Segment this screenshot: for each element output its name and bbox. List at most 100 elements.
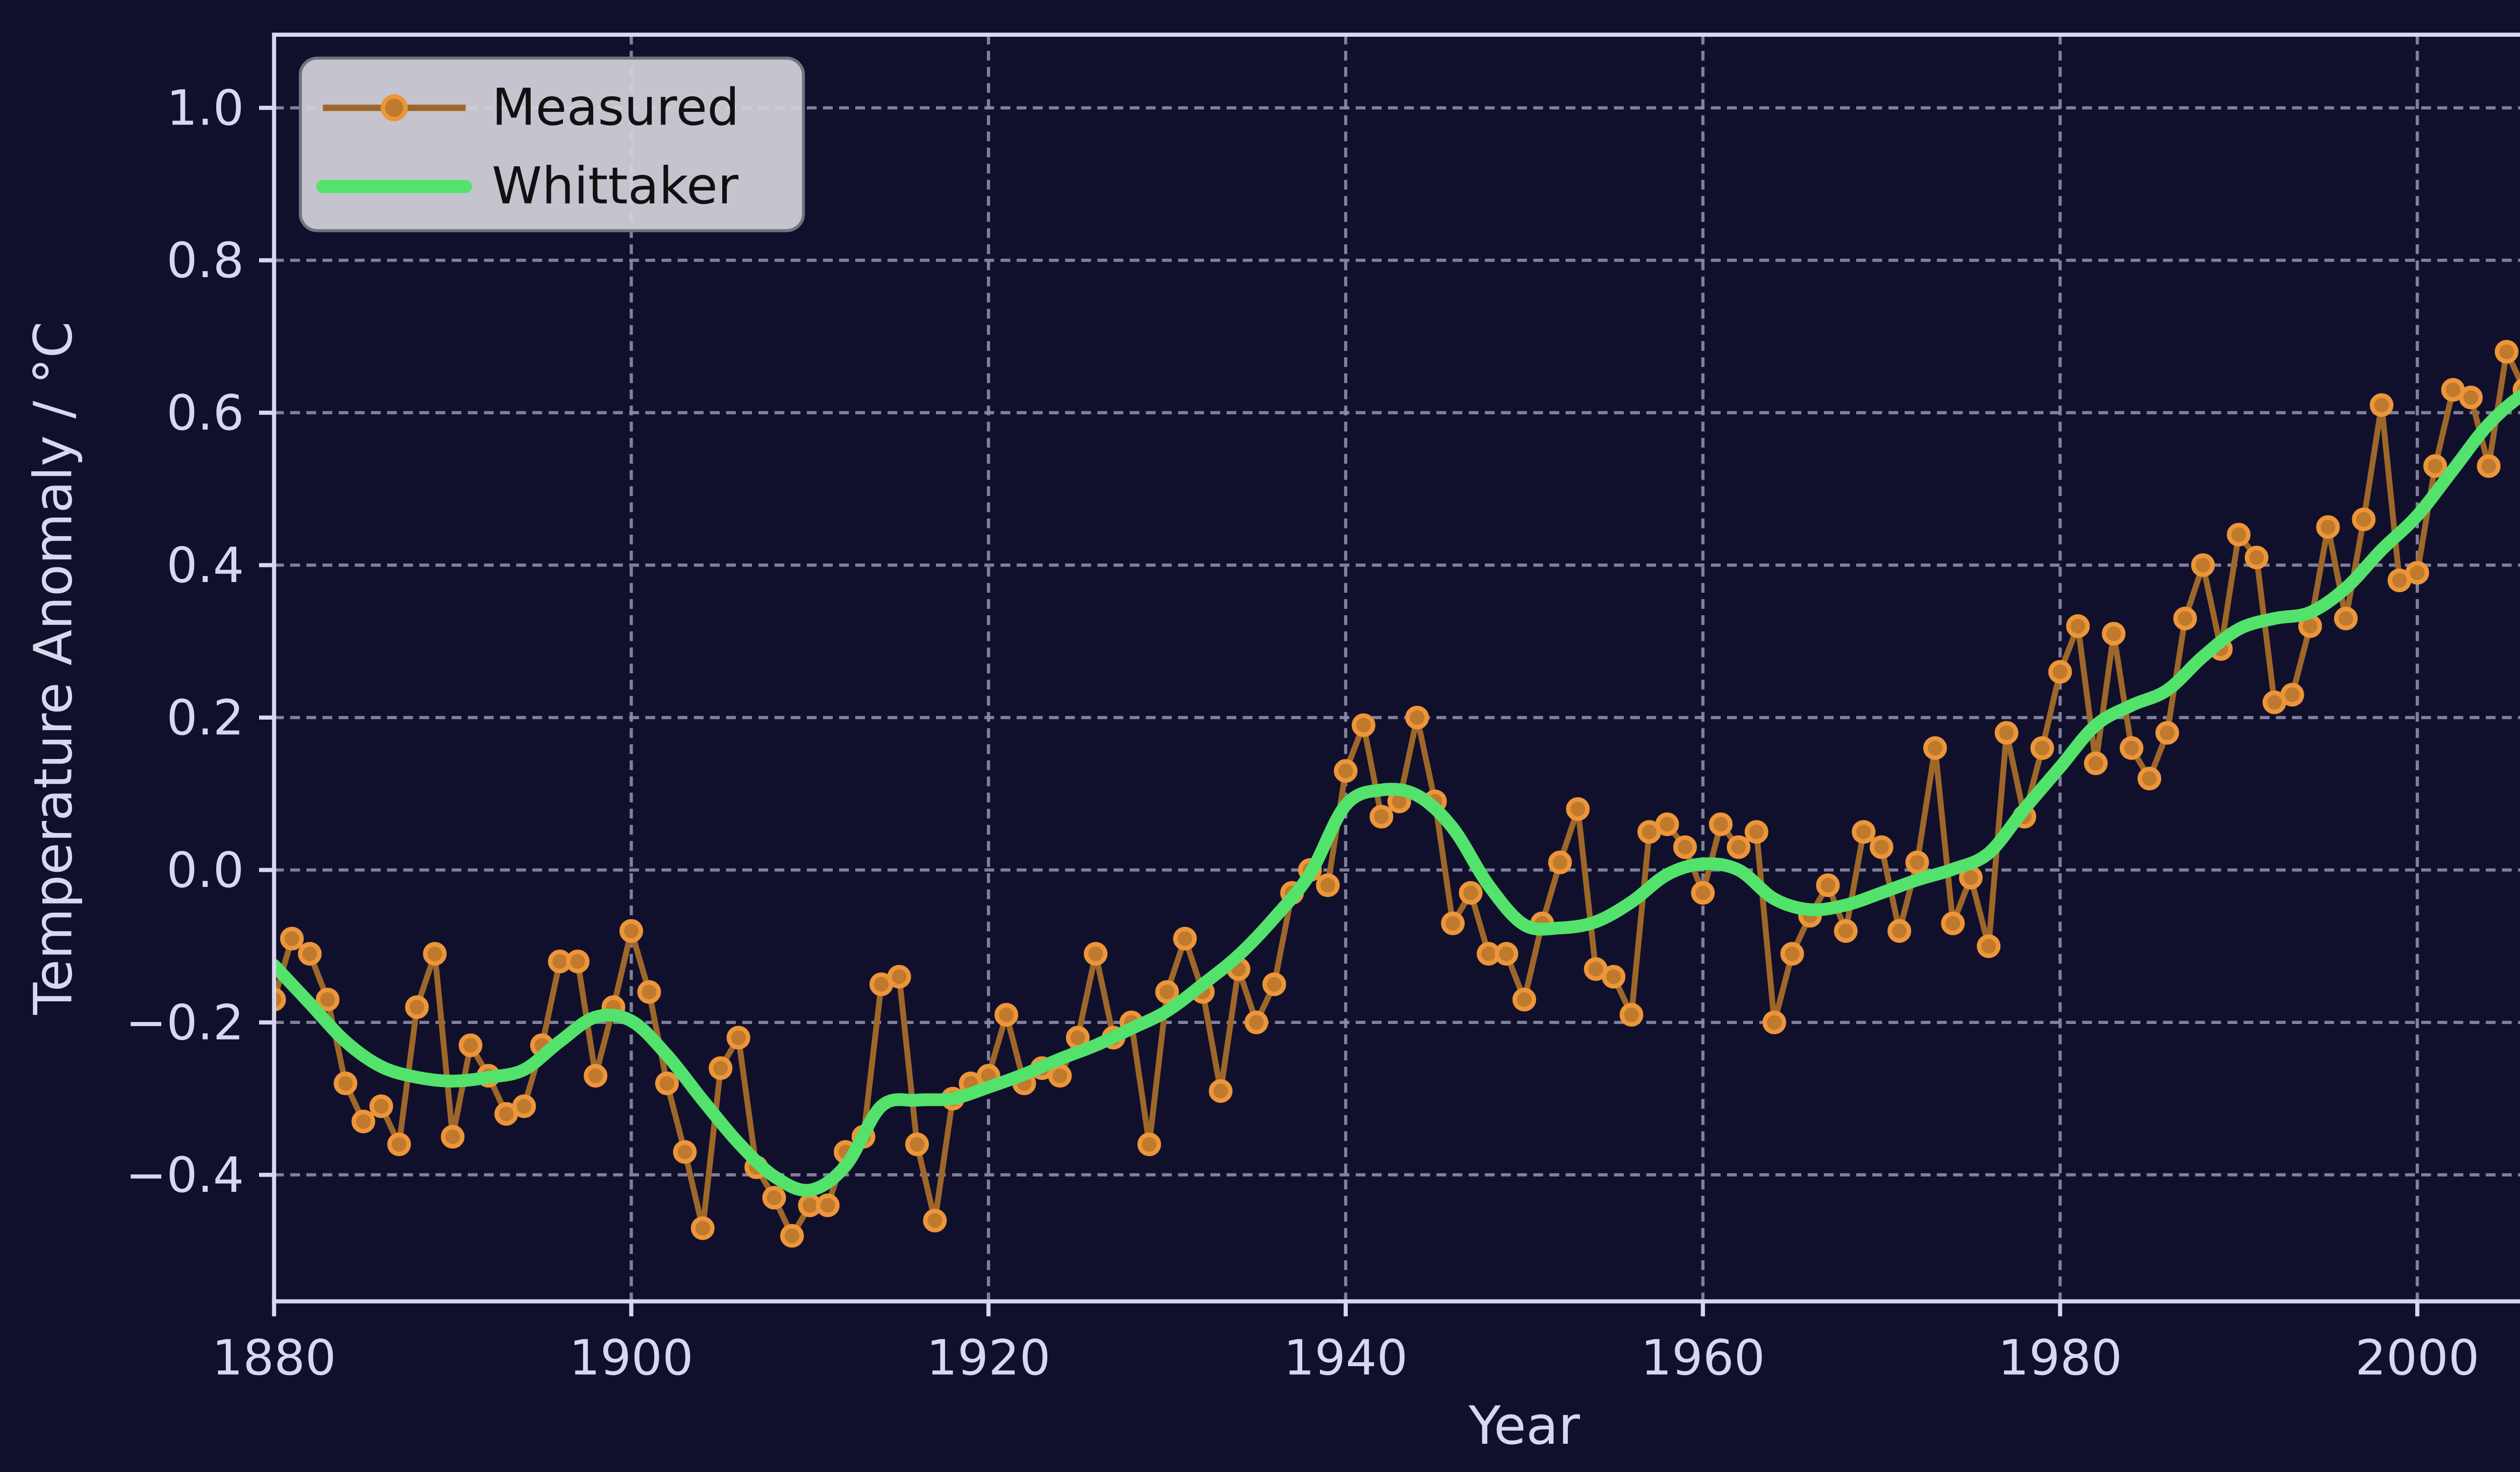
x-tick-label: 1940 — [1284, 1329, 1408, 1386]
measured-marker — [274, 988, 286, 1011]
measured-marker — [1655, 812, 1679, 837]
measured-marker — [709, 1056, 733, 1080]
measured-marker — [1780, 942, 1804, 966]
measured-marker — [565, 949, 590, 974]
measured-marker — [1441, 911, 1465, 935]
measured-marker — [1691, 881, 1715, 905]
measured-marker — [1316, 873, 1340, 898]
measured-marker — [2459, 386, 2483, 410]
y-tick-label: 0.2 — [166, 689, 244, 746]
measured-marker — [1548, 850, 1572, 874]
measured-marker — [1762, 1010, 1786, 1035]
measured-marker — [1494, 942, 1519, 966]
measured-marker — [1619, 1003, 1644, 1027]
measured-marker — [994, 1003, 1019, 1027]
measured-marker — [690, 1216, 715, 1240]
legend-label-whittaker: Whittaker — [492, 157, 739, 216]
measured-marker — [923, 1208, 947, 1233]
measured-marker — [369, 1094, 393, 1118]
measured-marker — [619, 919, 644, 943]
measured-swatch-marker — [381, 94, 408, 121]
measured-marker — [2102, 622, 2126, 646]
measured-marker — [726, 1026, 750, 1050]
measured-marker — [780, 1224, 804, 1248]
measured-marker — [459, 1033, 483, 1057]
y-tick-label: −0.2 — [125, 994, 244, 1051]
measured-marker — [1923, 736, 1947, 760]
y-tick-label: 0.6 — [166, 385, 244, 441]
measured-marker — [2030, 736, 2054, 760]
measured-marker — [2477, 454, 2501, 478]
measured-marker — [1977, 934, 2001, 958]
measured-marker — [1816, 873, 1840, 898]
tick-marks — [259, 105, 2420, 1317]
measured-marker — [1173, 927, 1197, 950]
measured-marker — [1744, 820, 1769, 844]
y-tick-label: 0.4 — [166, 537, 244, 594]
measured-marker — [1137, 1132, 1161, 1157]
measured-marker — [1048, 1064, 1072, 1088]
measured-marker — [1834, 919, 1858, 943]
x-tick-label: 1920 — [926, 1329, 1050, 1386]
legend-item-whittaker: Whittaker — [316, 157, 739, 216]
x-tick-label: 1980 — [1998, 1329, 2122, 1386]
measured-marker — [1262, 972, 1286, 996]
measured-marker — [2280, 683, 2304, 707]
measured-marker — [2244, 545, 2269, 569]
measured-marker — [2155, 721, 2179, 745]
y-tick-label: 0.8 — [166, 232, 244, 289]
y-axis-title: Temperature Anomaly / °C — [22, 322, 84, 1015]
measured-marker — [1852, 820, 1876, 844]
measured-marker — [673, 1140, 697, 1164]
measured-marker — [2369, 393, 2393, 417]
measured-marker — [2405, 561, 2429, 585]
measured-marker — [316, 988, 340, 1011]
measured-marker — [440, 1125, 465, 1149]
axes-frame — [272, 32, 2520, 1304]
measured-marker — [387, 1132, 411, 1157]
x-tick-label: 1880 — [212, 1329, 336, 1386]
measured-marker — [2494, 340, 2518, 364]
measured-marker — [1209, 1079, 1233, 1103]
y-tick-labels: −0.4 −0.2 0.0 0.2 0.4 0.6 0.8 1.0 — [125, 80, 244, 1203]
measured-marker — [2084, 751, 2108, 776]
measured-marker — [298, 942, 322, 966]
measured-marker — [1869, 835, 1894, 859]
x-axis-title: Year — [1468, 1395, 1580, 1456]
measured-marker — [1459, 881, 1483, 905]
measured-marker — [762, 1186, 786, 1210]
measured-marker — [1155, 980, 1179, 1004]
y-tick-label: −0.4 — [125, 1146, 244, 1203]
legend-item-measured: Measured — [323, 78, 739, 137]
measured-marker — [584, 1064, 608, 1088]
measured-marker — [334, 1071, 358, 1096]
measured-marker — [1941, 911, 1965, 935]
legend: Measured Whittaker — [298, 56, 805, 232]
plot-frame — [272, 32, 2520, 1304]
measured-marker — [1905, 850, 1929, 874]
measured-marker — [1405, 706, 1429, 730]
legend-label-measured: Measured — [492, 78, 739, 137]
measured-marker — [1334, 759, 1358, 783]
measured-marker — [280, 927, 304, 950]
measured-marker — [1673, 835, 1697, 859]
measured-marker — [1369, 805, 1394, 828]
measured-marker — [2191, 553, 2215, 577]
measured-marker — [655, 1071, 679, 1096]
measured-marker — [1727, 835, 1751, 859]
whittaker-line — [274, 389, 2520, 1197]
measured-marker — [887, 965, 911, 989]
measured-marker — [2119, 736, 2144, 760]
measured-marker — [1084, 942, 1108, 966]
measured-marker — [2137, 766, 2162, 791]
measured-marker — [1994, 721, 2019, 745]
measured-marker — [2423, 454, 2447, 478]
measured-marker — [2334, 606, 2358, 630]
y-tick-label: 1.0 — [166, 80, 244, 137]
measured-marker — [1887, 919, 1912, 943]
x-tick-label: 2000 — [2355, 1329, 2479, 1386]
x-tick-label: 1900 — [569, 1329, 693, 1386]
measured-marker — [637, 980, 661, 1004]
